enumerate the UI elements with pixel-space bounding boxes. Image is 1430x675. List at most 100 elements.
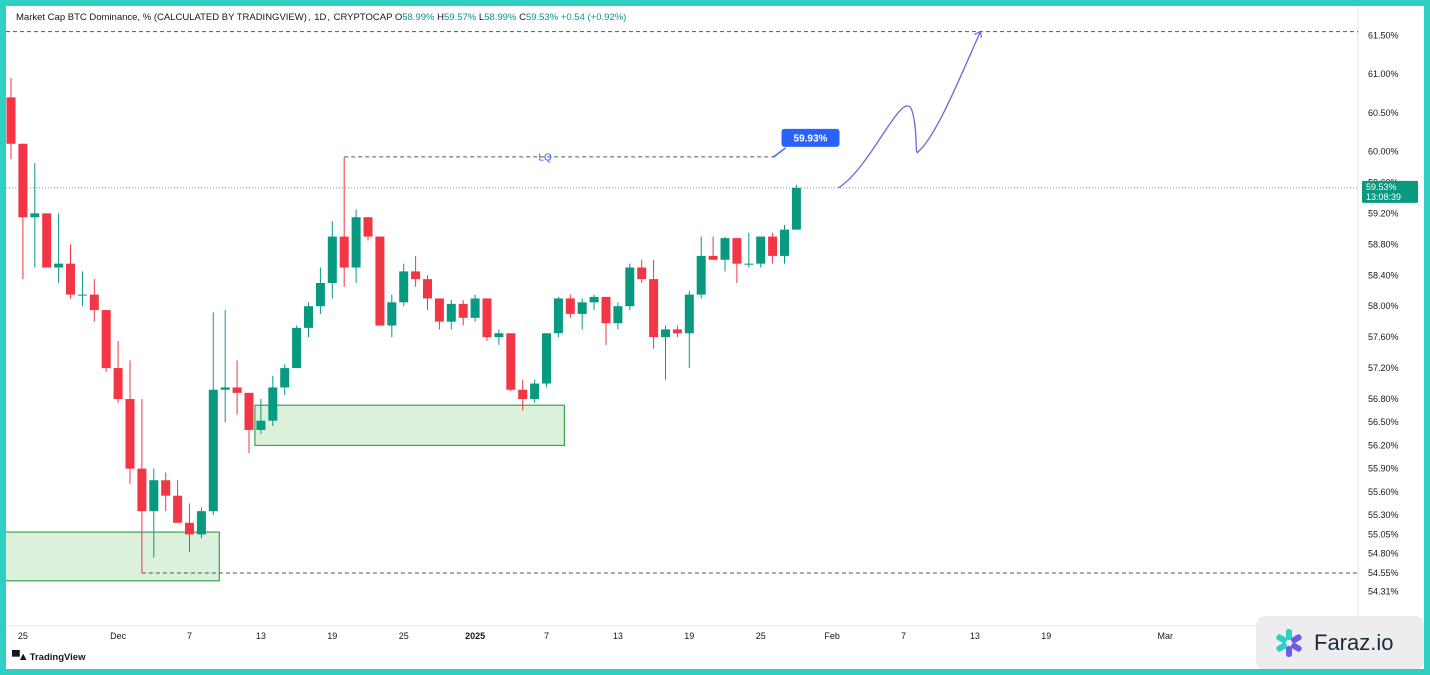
candle-body — [708, 255, 718, 260]
candle-body — [649, 279, 659, 338]
y-tick-label: 60.50% — [1368, 108, 1399, 118]
candle-body — [363, 217, 373, 237]
x-tick-label: 13 — [256, 631, 266, 641]
y-tick-label: 55.60% — [1368, 487, 1399, 497]
candle-body — [173, 495, 183, 523]
x-tick-label: Mar — [1158, 631, 1174, 641]
candle-body — [732, 238, 742, 264]
candle-body — [6, 97, 16, 144]
y-tick-label: 61.50% — [1368, 30, 1399, 40]
candle-body — [89, 294, 99, 311]
x-tick-label: 19 — [684, 631, 694, 641]
y-tick-label: 57.20% — [1368, 363, 1399, 373]
candle-body — [292, 327, 302, 369]
tradingview-label: TradingView — [29, 651, 86, 663]
candle-body — [684, 294, 694, 334]
time-axis: 25 Dec 7 13 19 25 2025 7 13 19 25 Feb 7 13 19 Mar — [18, 631, 1173, 641]
watermark-badge: Faraz.io — [1256, 616, 1424, 669]
candle-body — [661, 329, 670, 338]
candle-body — [304, 306, 313, 328]
y-tick-label: 61.00% — [1368, 69, 1399, 79]
candle-body — [77, 294, 87, 296]
x-tick-label: Dec — [110, 631, 127, 641]
x-tick-label: Feb — [824, 631, 840, 641]
y-tick-label: 58.80% — [1368, 239, 1399, 249]
legend-close-label: C — [519, 12, 526, 23]
price-axis: 61.50%61.00%60.50%60.00%59.60%59.20%58.8… — [1362, 30, 1418, 597]
candle-body — [744, 263, 754, 265]
candle-body — [434, 298, 444, 322]
candle-body — [553, 298, 563, 334]
candle-body — [196, 511, 206, 535]
candle-body — [149, 480, 159, 512]
candle-body — [577, 302, 587, 314]
tradingview-logo[interactable]: ▀▲ TradingView — [12, 651, 85, 663]
candle-body — [387, 302, 397, 326]
legend-source-note: (CALCULATED BY TRADINGVIEW) — [153, 12, 307, 23]
candle-body — [446, 303, 456, 322]
last-price-value: 59.53% — [1366, 182, 1397, 192]
chart-labels: LQ 59.93% — [539, 128, 840, 163]
candle-body — [18, 143, 28, 218]
x-tick-label: 19 — [1041, 631, 1051, 641]
candle-body — [315, 282, 325, 307]
chart-frame: 61.50%61.00%60.50%60.00%59.60%59.20%58.8… — [6, 6, 1424, 669]
target-pointer — [773, 147, 786, 158]
x-tick-label: 25 — [756, 631, 766, 641]
x-tick-label: 25 — [399, 631, 409, 641]
candle-body — [244, 392, 254, 430]
x-tick-label: 7 — [901, 631, 906, 641]
candlestick-chart[interactable]: 61.50%61.00%60.50%60.00%59.60%59.20%58.8… — [6, 6, 1424, 669]
legend-low-label: L — [478, 12, 485, 23]
y-tick-label: 56.80% — [1368, 394, 1399, 404]
candle-body — [327, 236, 337, 283]
candle-body — [672, 329, 682, 334]
candle-body — [66, 263, 75, 295]
legend-interval: 1D — [314, 12, 327, 23]
legend-high-label: H — [437, 12, 445, 23]
candle-body — [268, 387, 278, 421]
legend-change: +0.54 (+0.92%) — [560, 12, 627, 23]
level-lines — [6, 6, 1359, 627]
candle-body — [637, 267, 647, 280]
candle-body — [756, 236, 766, 264]
target-badge — [781, 128, 840, 147]
candle-body — [137, 468, 147, 512]
candle-body — [256, 420, 266, 430]
y-tick-label: 60.00% — [1368, 146, 1399, 156]
candle-body — [125, 399, 135, 469]
candle-body — [768, 236, 778, 256]
candle-body — [185, 522, 194, 535]
watermark-text: Faraz.io — [1314, 630, 1394, 655]
y-tick-label: 58.00% — [1368, 301, 1399, 311]
x-tick-label: 7 — [187, 631, 192, 641]
x-tick-label: 2025 — [465, 631, 485, 641]
candle-body — [470, 298, 480, 318]
candle-body — [589, 296, 599, 303]
candle-body — [696, 255, 706, 295]
y-tick-label: 55.30% — [1368, 510, 1399, 520]
y-tick-label: 54.31% — [1368, 587, 1399, 597]
candle-body — [565, 298, 575, 314]
chart-legend: Market Cap BTC Dominance, % (CALCULATED … — [16, 12, 627, 23]
legend-open-value: 58.99% — [402, 12, 435, 23]
candles — [6, 78, 801, 574]
candle-body — [791, 187, 801, 230]
projection-arrowhead — [974, 30, 983, 38]
x-tick-label: 19 — [327, 631, 337, 641]
x-tick-label: 7 — [544, 631, 549, 641]
candle-body — [101, 310, 111, 369]
candle-body — [530, 383, 540, 400]
y-tick-label: 57.60% — [1368, 332, 1399, 342]
legend-close-value: 59.53% — [525, 12, 559, 23]
tradingview-icon: ▀▲ — [12, 651, 29, 663]
candle-body — [161, 480, 171, 496]
legend-low-value: 58.99% — [484, 12, 517, 23]
x-tick-label: 13 — [970, 631, 980, 641]
target-label: 59.93% — [794, 133, 828, 144]
y-tick-label: 55.90% — [1368, 464, 1399, 474]
candle-body — [375, 236, 385, 326]
y-tick-label: 56.50% — [1368, 417, 1399, 427]
legend-open-label: O — [394, 12, 403, 23]
candle-body — [232, 387, 242, 393]
